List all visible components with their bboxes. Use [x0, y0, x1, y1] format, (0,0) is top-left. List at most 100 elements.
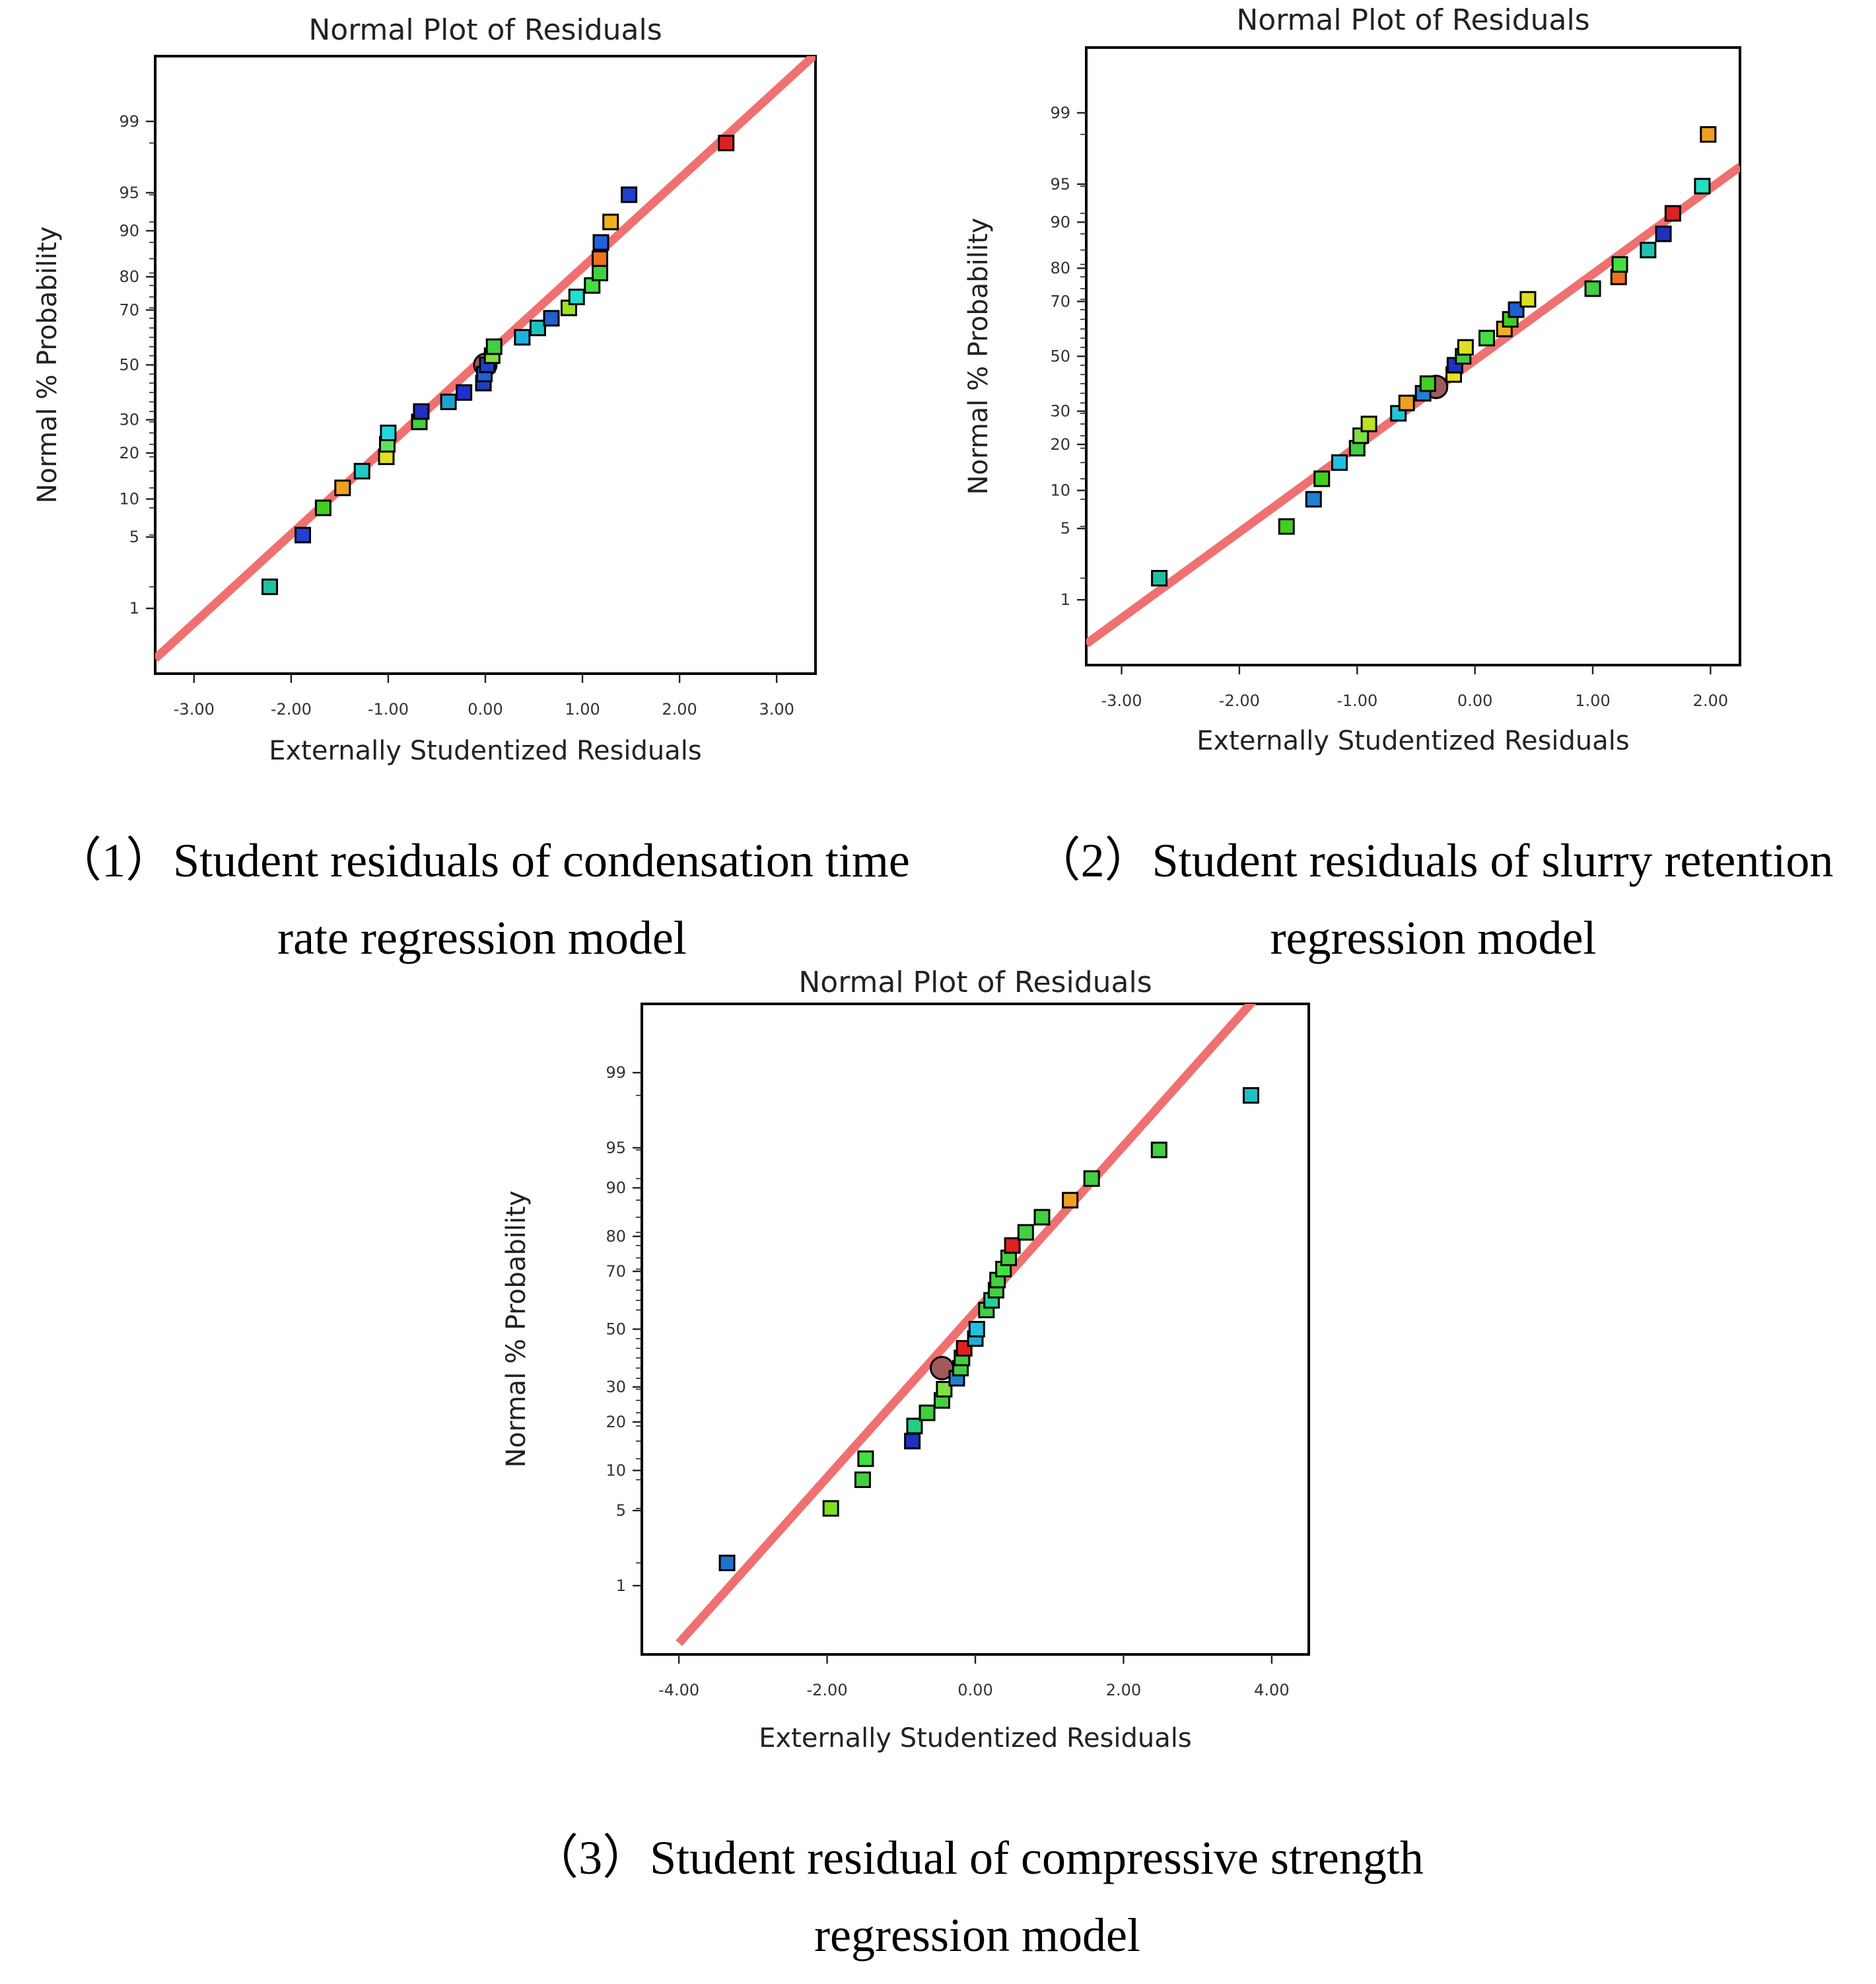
data-point: [1611, 256, 1628, 273]
plot-title: Normal Plot of Residuals: [798, 966, 1152, 999]
y-tick-label: 99: [1050, 104, 1070, 122]
data-point: [1083, 1170, 1100, 1187]
x-axis-label: Externally Studentized Residuals: [759, 1723, 1192, 1754]
data-point: [854, 1471, 871, 1489]
data-point: [1457, 339, 1474, 356]
data-point: [1478, 330, 1495, 347]
x-tick-label: -2.00: [807, 1681, 848, 1699]
y-tick-label: 90: [119, 221, 139, 240]
data-point: [543, 310, 560, 327]
x-tick-label: -3.00: [174, 700, 215, 719]
x-tick-label: 0.00: [468, 700, 503, 719]
chart-svg-2: Normal Plot of Residuals Externally Stude…: [963, 3, 1741, 756]
y-axis-label: Normal % Probability: [32, 227, 63, 504]
data-point: [568, 289, 585, 306]
y-axis-label: Normal % Probability: [963, 218, 994, 495]
data-point: [1242, 1087, 1259, 1104]
y-tick-label: 50: [1050, 347, 1070, 366]
data-point: [1419, 375, 1436, 392]
data-point: [1033, 1209, 1051, 1226]
data-point: [485, 338, 503, 355]
data-point: [621, 186, 638, 203]
x-tick-label: -4.00: [658, 1681, 699, 1699]
data-point: [1694, 178, 1711, 195]
chart-svg-3: Normal Plot of Residuals Externally Stude…: [501, 966, 1310, 1754]
data-point: [1313, 470, 1331, 487]
y-tick-label: 30: [1050, 402, 1070, 421]
data-point: [1305, 491, 1322, 508]
y-tick-label: 90: [1050, 213, 1070, 231]
residual-plot-3: Normal Plot of Residuals Externally Stude…: [462, 966, 1387, 1816]
data-point: [334, 479, 351, 497]
data-point: [1664, 205, 1681, 222]
data-point: [602, 213, 619, 230]
x-tick-label: -2.00: [1219, 691, 1260, 710]
y-tick-label: 30: [606, 1378, 626, 1396]
data-point: [456, 384, 473, 401]
data-point: [261, 578, 279, 595]
data-point: [1150, 1141, 1167, 1158]
x-tick-label: 0.00: [1457, 691, 1492, 710]
y-tick-label: 80: [119, 267, 139, 286]
data-point: [1004, 1237, 1021, 1254]
y-tick-label: 5: [616, 1501, 626, 1520]
x-tick-label: -3.00: [1101, 691, 1142, 710]
data-point: [1062, 1191, 1079, 1209]
plot-title: Normal Plot of Residuals: [308, 13, 662, 47]
x-tick-label: 2.00: [1106, 1681, 1141, 1699]
y-tick-label: 99: [606, 1063, 626, 1082]
y-tick-label: 80: [606, 1227, 626, 1246]
x-tick-label: 3.00: [759, 700, 794, 719]
data-point: [295, 526, 312, 544]
x-tick-label: -1.00: [1337, 691, 1377, 710]
x-axis-label: Externally Studentized Residuals: [269, 736, 702, 766]
data-point: [1700, 126, 1717, 143]
data-point: [1331, 454, 1348, 471]
y-tick-label: 50: [606, 1320, 626, 1339]
data-point: [592, 250, 609, 267]
y-tick-label: 90: [606, 1179, 626, 1197]
y-tick-label: 10: [606, 1461, 626, 1479]
data-point: [592, 264, 609, 281]
x-tick-label: 4.00: [1254, 1681, 1289, 1699]
data-point: [936, 1380, 953, 1398]
caption-1: （1）Student residuals of condensation tim…: [54, 834, 910, 964]
y-tick-label: 1: [1060, 590, 1070, 609]
data-point: [906, 1417, 923, 1435]
data-point: [514, 329, 531, 346]
data-point: [1519, 291, 1537, 308]
data-point: [718, 135, 735, 152]
residual-plot-2: Normal Plot of Residuals Externally Stude…: [957, 0, 1876, 806]
x-tick-label: 0.00: [957, 1681, 992, 1699]
y-tick-label: 99: [119, 112, 139, 131]
x-tick-label: 2.00: [1693, 691, 1728, 710]
y-tick-label: 20: [606, 1413, 626, 1431]
x-tick-label: 1.00: [565, 700, 600, 719]
data-point: [857, 1450, 874, 1468]
data-point: [353, 462, 370, 479]
plot-title: Normal Plot of Residuals: [1236, 3, 1589, 37]
x-tick-label: -2.00: [271, 700, 312, 719]
x-tick-label: -1.00: [368, 700, 409, 719]
y-tick-label: 30: [119, 411, 139, 429]
data-point: [1360, 415, 1377, 433]
y-tick-label: 50: [119, 356, 139, 374]
y-tick-label: 10: [1050, 481, 1070, 500]
data-point: [380, 424, 397, 441]
data-point: [1017, 1224, 1034, 1241]
y-tick-label: 1: [616, 1577, 626, 1595]
caption-3: （3）Student residual of compressive stren…: [531, 1831, 1424, 1962]
data-point: [1640, 242, 1657, 259]
y-tick-label: 70: [119, 301, 139, 319]
y-tick-label: 10: [119, 490, 139, 509]
data-point: [919, 1404, 936, 1421]
y-axis-label: Normal % Probability: [501, 1191, 532, 1468]
y-tick-label: 5: [1060, 519, 1070, 538]
y-tick-label: 20: [119, 444, 139, 462]
data-point: [822, 1500, 839, 1517]
y-tick-label: 80: [1050, 259, 1070, 277]
data-point: [413, 403, 430, 420]
data-point: [440, 393, 457, 410]
x-axis-label: Externally Studentized Residuals: [1197, 726, 1630, 756]
y-tick-label: 95: [1050, 175, 1070, 194]
